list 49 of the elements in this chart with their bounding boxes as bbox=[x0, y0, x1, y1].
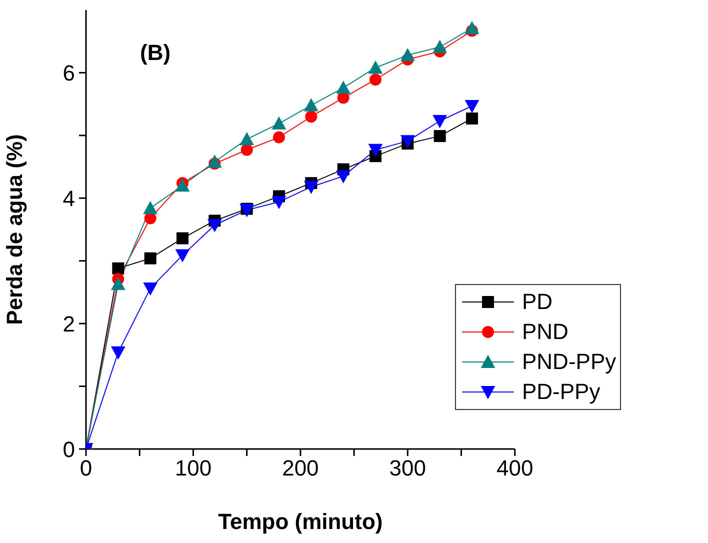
point bbox=[432, 115, 448, 128]
point bbox=[368, 60, 383, 74]
point bbox=[240, 204, 254, 218]
legend-label: PD bbox=[522, 288, 553, 316]
point bbox=[110, 276, 126, 290]
legend-label: PND bbox=[522, 318, 568, 346]
point bbox=[368, 144, 383, 158]
point bbox=[336, 80, 351, 94]
y-tick-label: 6 bbox=[62, 60, 75, 86]
point bbox=[175, 178, 190, 192]
point bbox=[207, 154, 222, 168]
point bbox=[110, 346, 126, 360]
point bbox=[207, 219, 222, 232]
point bbox=[432, 40, 448, 53]
point bbox=[112, 262, 124, 274]
point bbox=[144, 252, 156, 264]
point bbox=[304, 98, 318, 112]
point bbox=[176, 232, 188, 244]
y-tick-label: 2 bbox=[62, 311, 75, 336]
point bbox=[466, 112, 478, 124]
point bbox=[175, 249, 190, 262]
point bbox=[434, 130, 446, 142]
point bbox=[336, 170, 351, 184]
y-axis-title: Perda de agua (%) bbox=[2, 134, 27, 325]
point bbox=[464, 20, 480, 34]
point bbox=[400, 135, 415, 148]
point bbox=[272, 196, 286, 210]
x-tick-label: 300 bbox=[389, 456, 426, 481]
point bbox=[240, 132, 254, 146]
x-tick-label: 200 bbox=[282, 456, 319, 481]
point bbox=[143, 200, 158, 214]
point bbox=[369, 74, 382, 86]
y-tick-label: 4 bbox=[62, 186, 75, 211]
point bbox=[143, 282, 158, 296]
y-tick-label: 0 bbox=[62, 436, 75, 462]
point bbox=[240, 144, 253, 156]
point bbox=[304, 180, 318, 194]
point bbox=[272, 131, 285, 144]
point bbox=[400, 48, 415, 62]
x-tick-label: 0 bbox=[80, 456, 92, 481]
x-tick-label: 400 bbox=[496, 456, 534, 481]
legend-label: PND-PPy bbox=[522, 348, 616, 376]
point bbox=[464, 100, 480, 114]
x-axis-title: Tempo (minuto) bbox=[218, 509, 383, 534]
point bbox=[272, 116, 286, 130]
legend-label: PD-PPy bbox=[522, 378, 600, 406]
point bbox=[305, 110, 318, 123]
x-tick-label: 100 bbox=[174, 456, 212, 481]
annotation: (B) bbox=[140, 40, 171, 66]
